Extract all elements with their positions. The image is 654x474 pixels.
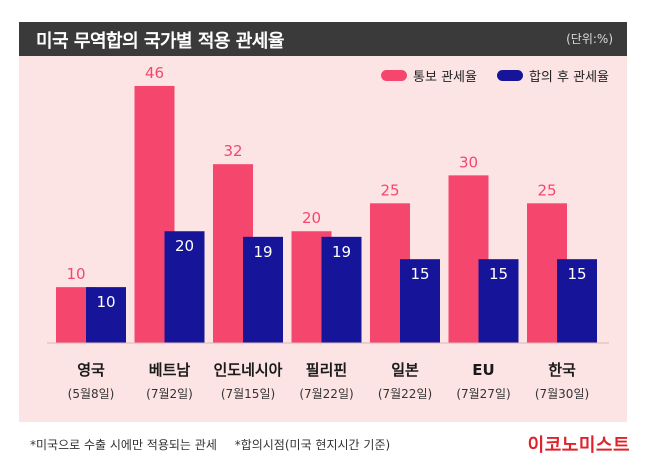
value-label-agreed-2: 19 — [253, 243, 272, 261]
bar-agreed-1 — [164, 231, 205, 343]
legend-swatch-notice — [381, 70, 408, 81]
category-label-3: 필리핀 — [306, 361, 347, 379]
date-label-5: (7월27일) — [456, 387, 510, 401]
value-label-notice-0: 10 — [66, 265, 85, 283]
legend-label-agreed: 합의 후 관세율 — [528, 70, 609, 85]
footnote-export: *미국으로 수출 시에만 적용되는 관세 — [30, 438, 217, 452]
value-label-notice-1: 46 — [145, 64, 164, 82]
value-label-agreed-4: 15 — [410, 265, 429, 283]
date-label-2: (7월15일) — [221, 387, 275, 401]
bar-chart: 10 10 영국 (5월8일) 46 20 베트남 (7월2일) 32 19 인도네시아 (7월15일… — [47, 64, 609, 401]
chart-header: 미국 무역합의 국가별 적용 관세율 (단위:%) — [19, 22, 627, 56]
category-label-0: 영국 — [77, 361, 105, 379]
value-label-notice-4: 25 — [380, 181, 399, 199]
category-label-4: 일본 — [391, 361, 419, 379]
category-label-5: EU — [472, 361, 494, 379]
category-label-6: 한국 — [548, 361, 576, 379]
bar-agreed-5 — [478, 259, 519, 343]
unit-label: (단위:%) — [566, 32, 613, 46]
brand-logo: 이코노미스트 — [527, 435, 630, 456]
bar-agreed-6 — [557, 259, 597, 343]
value-label-notice-3: 20 — [302, 209, 321, 227]
footnotes: *미국으로 수출 시에만 적용되는 관세 *합의시점(미국 현지시간 기준) — [30, 436, 404, 453]
value-label-agreed-1: 20 — [175, 237, 194, 255]
bar-agreed-3 — [321, 236, 362, 343]
category-label-2: 인도네시아 — [213, 361, 282, 379]
chart-panel: 미국 무역합의 국가별 적용 관세율 (단위:%) 통보 관세율 합의 후 관세… — [19, 22, 627, 422]
value-label-notice-6: 25 — [537, 181, 556, 199]
date-label-0: (5월8일) — [68, 387, 115, 401]
chart-title: 미국 무역합의 국가별 적용 관세율 — [36, 31, 284, 52]
bar-agreed-0 — [86, 287, 126, 343]
bar-agreed-2 — [243, 236, 283, 343]
date-label-3: (7월22일) — [299, 387, 353, 401]
value-label-agreed-6: 15 — [567, 265, 586, 283]
category-label-1: 베트남 — [149, 361, 191, 379]
value-label-agreed-5: 15 — [489, 265, 508, 283]
value-label-agreed-0: 10 — [96, 293, 115, 311]
date-label-1: (7월2일) — [146, 387, 193, 401]
footnote-timing: *합의시점(미국 현지시간 기준) — [234, 438, 391, 452]
legend-item-notice: 통보 관세율 — [381, 66, 477, 85]
bar-agreed-4 — [400, 259, 440, 343]
date-label-6: (7월30일) — [535, 387, 589, 401]
value-label-agreed-3: 19 — [332, 243, 351, 261]
date-label-4: (7월22일) — [378, 387, 432, 401]
legend: 통보 관세율 합의 후 관세율 — [381, 66, 609, 85]
legend-item-agreed: 합의 후 관세율 — [496, 66, 609, 85]
legend-label-notice: 통보 관세율 — [413, 70, 477, 85]
value-label-notice-2: 32 — [223, 142, 242, 160]
legend-swatch-agreed — [496, 70, 523, 81]
value-label-notice-5: 30 — [459, 153, 478, 171]
